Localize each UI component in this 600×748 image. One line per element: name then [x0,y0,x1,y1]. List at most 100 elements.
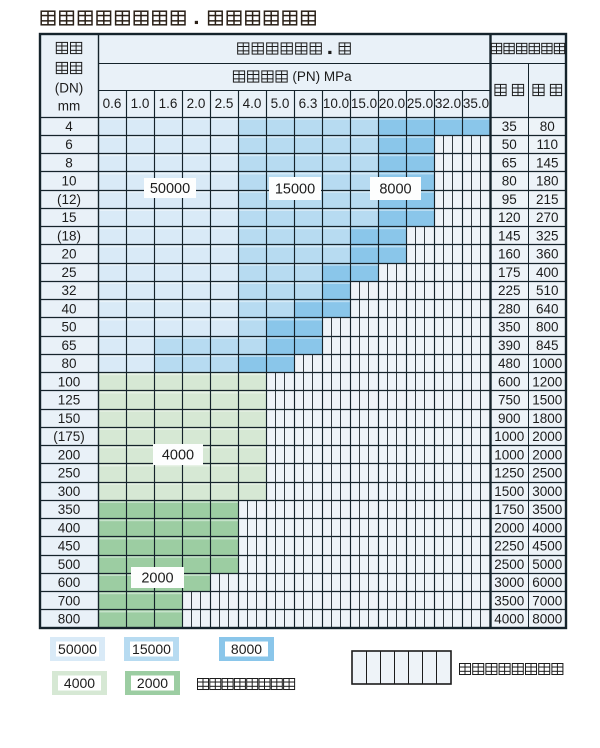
svg-text:80: 80 [502,174,517,189]
svg-text:2500: 2500 [532,466,562,481]
svg-text:35.0: 35.0 [463,96,489,111]
svg-text:2.5: 2.5 [215,96,234,111]
svg-text:3000: 3000 [494,575,524,590]
svg-text:7000: 7000 [532,593,562,608]
svg-text:2.0: 2.0 [187,96,206,111]
svg-text:280: 280 [498,301,521,316]
svg-text:5000: 5000 [532,557,562,572]
svg-text:800: 800 [536,320,559,335]
svg-text:10.0: 10.0 [323,96,349,111]
svg-text:65: 65 [61,338,76,353]
svg-text:4000: 4000 [532,520,562,535]
svg-text:32: 32 [61,283,76,298]
svg-text:8000: 8000 [532,612,562,627]
svg-text:4000: 4000 [494,612,524,627]
svg-text:(12): (12) [57,192,81,207]
svg-text:145: 145 [536,155,559,170]
svg-text:4.0: 4.0 [243,96,262,111]
svg-text:480: 480 [498,356,521,371]
svg-text:8000: 8000 [231,641,262,657]
svg-text:1800: 1800 [532,411,562,426]
svg-text:750: 750 [498,393,521,408]
svg-text:270: 270 [536,210,559,225]
svg-text:0.6: 0.6 [103,96,122,111]
svg-text:20.0: 20.0 [379,96,405,111]
svg-text:600: 600 [498,374,521,389]
svg-text:3500: 3500 [494,593,524,608]
svg-text:800: 800 [58,612,81,627]
svg-text:1000: 1000 [494,429,524,444]
svg-text:4500: 4500 [532,539,562,554]
svg-text:600: 600 [58,575,81,590]
svg-text:1750: 1750 [494,502,524,517]
svg-text:100: 100 [58,374,81,389]
svg-text:400: 400 [536,265,559,280]
svg-text:4000: 4000 [64,675,95,691]
svg-text:8: 8 [65,155,73,170]
svg-text:700: 700 [58,593,81,608]
svg-text:200: 200 [58,447,81,462]
svg-text:640: 640 [536,301,559,316]
svg-text:3000: 3000 [532,484,562,499]
svg-text:5.0: 5.0 [271,96,290,111]
svg-text:8000: 8000 [379,182,411,198]
svg-text:125: 125 [58,393,81,408]
svg-text:1500: 1500 [532,393,562,408]
svg-text:4: 4 [65,119,73,134]
svg-text:160: 160 [498,247,521,262]
svg-text:(18): (18) [57,228,81,243]
svg-text:2000: 2000 [532,429,562,444]
svg-text:80: 80 [540,119,555,134]
svg-text:25.0: 25.0 [407,96,433,111]
svg-text:3500: 3500 [532,502,562,517]
svg-text:450: 450 [58,539,81,554]
svg-text:25: 25 [61,265,76,280]
svg-text:1200: 1200 [532,374,562,389]
svg-text:350: 350 [498,320,521,335]
svg-text:50000: 50000 [58,641,97,657]
svg-text:300: 300 [58,484,81,499]
svg-text:175: 175 [498,265,521,280]
svg-text:32.0: 32.0 [435,96,461,111]
svg-text:400: 400 [58,520,81,535]
svg-text:50: 50 [61,320,76,335]
svg-text:10: 10 [61,174,76,189]
svg-text:20: 20 [61,247,76,262]
svg-text:510: 510 [536,283,559,298]
svg-text:2500: 2500 [494,557,524,572]
svg-text:120: 120 [498,210,521,225]
svg-text:40: 40 [61,301,76,316]
svg-text:50000: 50000 [150,181,190,197]
svg-text:1250: 1250 [494,466,524,481]
svg-text:145: 145 [498,228,521,243]
svg-text:1.6: 1.6 [159,96,178,111]
svg-text:150: 150 [58,411,81,426]
svg-text:845: 845 [536,338,559,353]
svg-text:6.3: 6.3 [299,96,318,111]
svg-text:2000: 2000 [141,571,173,587]
svg-text:500: 500 [58,557,81,572]
svg-text:110: 110 [536,137,558,152]
svg-text:250: 250 [58,466,81,481]
svg-text:65: 65 [502,155,517,170]
svg-text:(175): (175) [53,429,85,444]
svg-text:2000: 2000 [137,675,168,691]
svg-text:(PN) MPa: (PN) MPa [292,69,352,84]
svg-text:900: 900 [498,411,521,426]
svg-text:1.0: 1.0 [131,96,150,111]
svg-text:1500: 1500 [494,484,524,499]
svg-text:2000: 2000 [494,520,524,535]
svg-text:15000: 15000 [275,182,315,198]
svg-text:mm: mm [58,99,81,114]
svg-text:95: 95 [502,192,517,207]
svg-text:15: 15 [61,210,76,225]
svg-text:6: 6 [65,137,73,152]
svg-text:390: 390 [498,338,521,353]
svg-text:180: 180 [536,174,559,189]
svg-text:1000: 1000 [532,356,562,371]
svg-text:325: 325 [536,228,559,243]
svg-text:225: 225 [498,283,521,298]
svg-text:6000: 6000 [532,575,562,590]
svg-text:4000: 4000 [162,448,194,464]
svg-text:2000: 2000 [532,447,562,462]
